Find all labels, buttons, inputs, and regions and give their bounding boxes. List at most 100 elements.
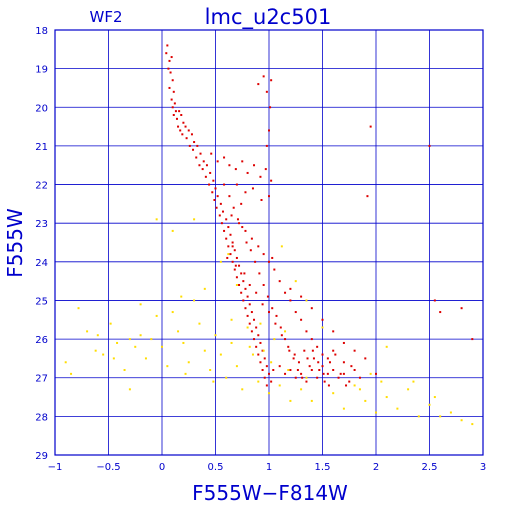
- data-point: [310, 369, 313, 371]
- data-point: [253, 164, 256, 167]
- data-point: [238, 222, 241, 225]
- data-point: [177, 330, 180, 333]
- data-point: [166, 44, 169, 47]
- data-point: [109, 322, 112, 325]
- data-point: [269, 106, 272, 109]
- data-point: [337, 376, 340, 379]
- data-point: [350, 365, 353, 368]
- data-point: [192, 148, 195, 151]
- data-point: [184, 372, 187, 375]
- data-point: [235, 284, 238, 286]
- data-point: [271, 256, 274, 259]
- data-point: [213, 199, 216, 201]
- data-point: [396, 407, 399, 410]
- data-point: [185, 137, 188, 140]
- data-point: [289, 399, 292, 402]
- data-point: [246, 171, 249, 174]
- data-point: [193, 299, 196, 302]
- data-point: [273, 268, 276, 271]
- data-point: [219, 260, 222, 263]
- data-point: [165, 52, 168, 55]
- data-point: [193, 218, 196, 221]
- data-point: [305, 376, 308, 379]
- y-tick-label: 23: [35, 219, 48, 230]
- data-point: [353, 384, 356, 387]
- data-point: [261, 303, 264, 306]
- data-point: [245, 241, 248, 244]
- data-point: [268, 392, 270, 395]
- data-point: [280, 334, 283, 337]
- data-point: [182, 341, 185, 344]
- data-point: [241, 388, 244, 391]
- data-point: [306, 357, 309, 360]
- data-point: [284, 330, 287, 333]
- data-point: [250, 330, 253, 333]
- data-point: [227, 253, 230, 256]
- data-point: [77, 307, 80, 310]
- y-tick-label: 26: [35, 335, 48, 346]
- data-point: [232, 206, 235, 209]
- data-point: [240, 202, 243, 205]
- data-point: [268, 311, 270, 314]
- data-point: [161, 345, 163, 348]
- data-point: [214, 334, 217, 337]
- data-point: [180, 114, 183, 116]
- data-point: [439, 311, 442, 314]
- data-point: [86, 330, 89, 333]
- data-point: [248, 303, 251, 306]
- data-point: [155, 314, 158, 317]
- chart-title: lmc_u2c501: [205, 5, 332, 30]
- data-point: [70, 372, 73, 375]
- data-point: [257, 380, 260, 383]
- data-point: [225, 376, 228, 379]
- data-point: [221, 210, 224, 213]
- data-point: [316, 376, 319, 379]
- data-point: [272, 369, 275, 371]
- data-point: [428, 144, 431, 147]
- data-point: [229, 233, 232, 236]
- data-point: [214, 187, 217, 190]
- data-point: [254, 260, 257, 263]
- data-point: [262, 253, 265, 256]
- data-point: [123, 369, 126, 371]
- data-point: [220, 222, 223, 225]
- data-point: [342, 372, 345, 375]
- data-point: [198, 164, 201, 167]
- data-point: [303, 349, 306, 352]
- y-tick-label: 19: [35, 65, 48, 76]
- data-point: [257, 245, 260, 248]
- data-point: [168, 86, 171, 89]
- grid-lines: [54, 29, 484, 456]
- data-point: [249, 249, 252, 252]
- data-point: [270, 361, 273, 364]
- data-point: [268, 129, 270, 132]
- data-point: [433, 396, 436, 399]
- data-point: [268, 195, 270, 198]
- data-point: [233, 249, 236, 252]
- data-point: [229, 253, 232, 256]
- data-point: [332, 392, 335, 395]
- x-tick-label: 1: [266, 462, 272, 473]
- data-point: [321, 326, 324, 329]
- data-point: [177, 125, 180, 128]
- data-point: [231, 241, 234, 244]
- panel-label: WF2: [89, 8, 122, 26]
- data-point: [223, 183, 226, 186]
- data-point: [385, 396, 388, 399]
- data-point: [316, 345, 319, 348]
- data-point: [375, 372, 377, 375]
- data-point: [273, 338, 276, 341]
- data-point: [241, 160, 244, 163]
- data-point: [195, 156, 198, 159]
- y-axis-label: F555W: [3, 208, 27, 278]
- x-axis-label: F555W−F814W: [192, 481, 348, 505]
- data-point: [321, 353, 324, 356]
- data-point: [250, 237, 253, 240]
- data-point: [172, 90, 175, 93]
- data-point: [182, 121, 185, 124]
- data-point: [212, 179, 215, 182]
- data-point: [257, 353, 260, 356]
- data-point: [296, 369, 299, 371]
- data-point: [310, 307, 313, 310]
- data-point: [172, 114, 175, 116]
